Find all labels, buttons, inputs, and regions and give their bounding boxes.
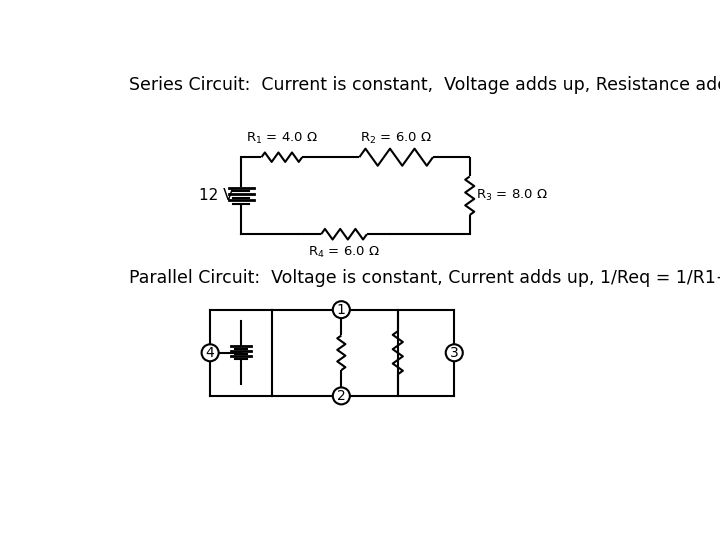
Circle shape <box>333 301 350 318</box>
Text: 3: 3 <box>450 346 459 360</box>
Text: Parallel Circuit:  Voltage is constant, Current adds up, 1/Req = 1/R1+1/R2 +…: Parallel Circuit: Voltage is constant, C… <box>129 269 720 287</box>
Text: 1: 1 <box>337 302 346 316</box>
Circle shape <box>333 387 350 404</box>
Text: 4: 4 <box>206 346 215 360</box>
Circle shape <box>202 345 219 361</box>
Circle shape <box>446 345 463 361</box>
Text: R$_3$ = 8.0 Ω: R$_3$ = 8.0 Ω <box>476 188 548 203</box>
Text: 12 V: 12 V <box>199 188 233 203</box>
Text: R$_1$ = 4.0 Ω: R$_1$ = 4.0 Ω <box>246 131 318 146</box>
Text: R$_4$ = 6.0 Ω: R$_4$ = 6.0 Ω <box>308 245 380 260</box>
Text: R$_2$ = 6.0 Ω: R$_2$ = 6.0 Ω <box>360 131 432 146</box>
Text: Series Circuit:  Current is constant,  Voltage adds up, Resistance adds up.: Series Circuit: Current is constant, Vol… <box>129 76 720 94</box>
Text: 2: 2 <box>337 389 346 403</box>
